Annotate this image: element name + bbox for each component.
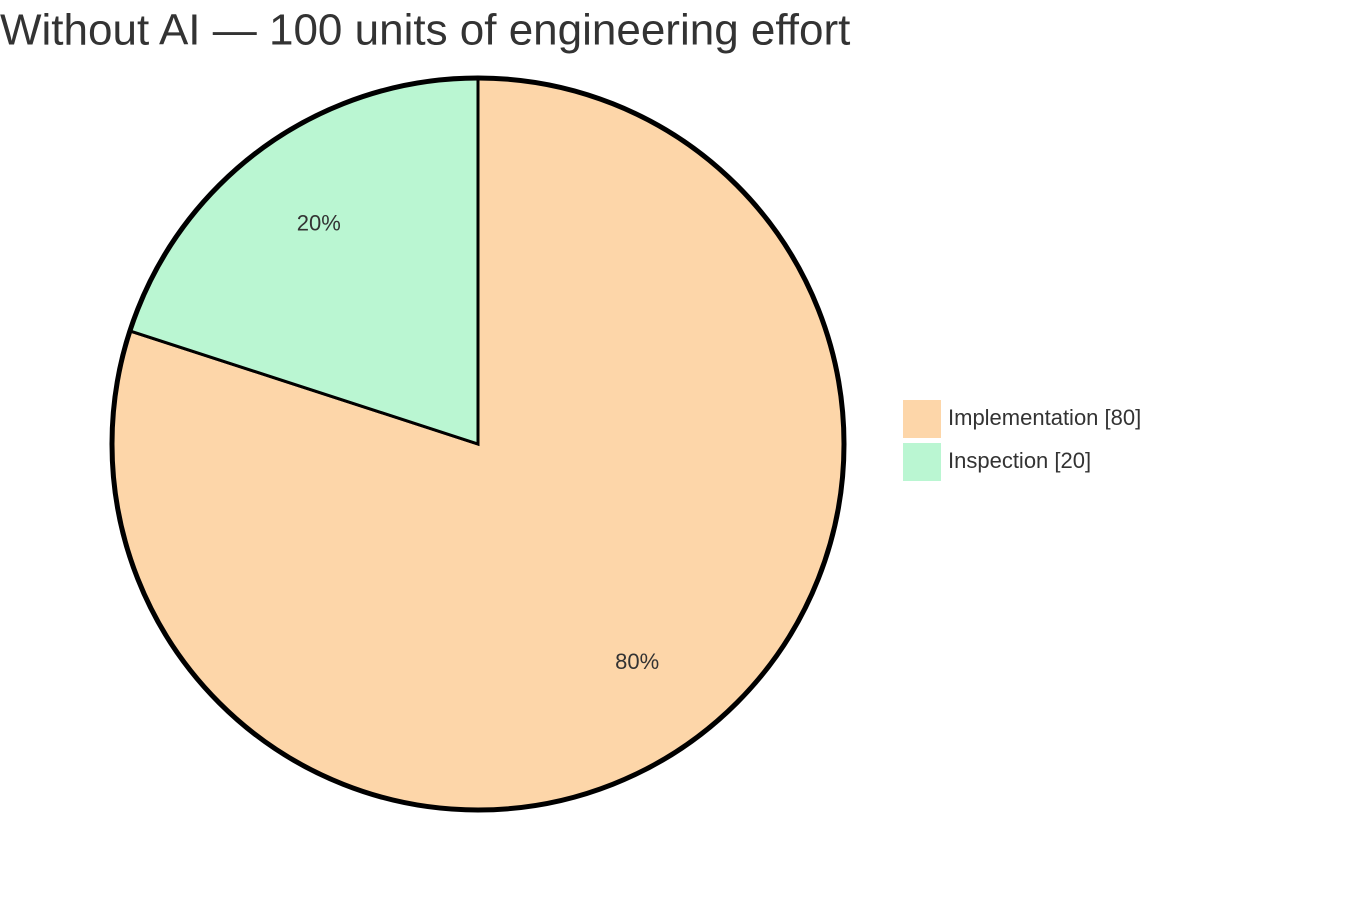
legend-label: Inspection [20] <box>948 448 1091 473</box>
data-label: 80% <box>615 649 659 674</box>
data-label: 20% <box>297 211 341 236</box>
legend-swatch <box>903 400 941 438</box>
legend-label: Implementation [80] <box>948 405 1141 430</box>
chart-title: Without AI — 100 units of engineering ef… <box>0 6 850 55</box>
legend-swatch <box>903 443 941 481</box>
pie-outline <box>109 75 847 813</box>
